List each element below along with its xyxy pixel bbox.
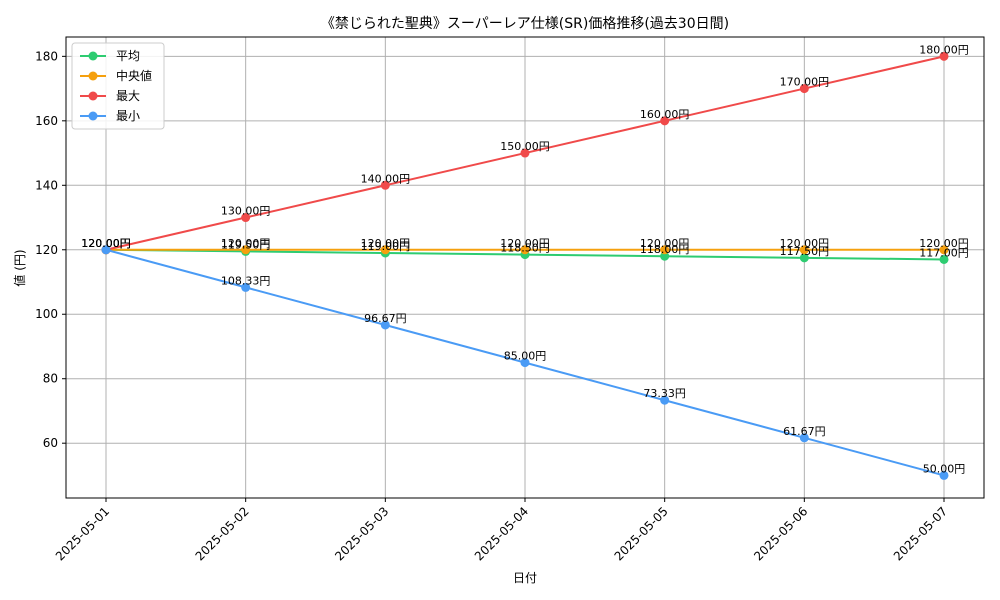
y-tick-label: 80 [43, 372, 58, 386]
data-point [939, 254, 949, 264]
data-label: 120.00円 [919, 237, 969, 250]
data-label: 120.00円 [640, 237, 690, 250]
data-point [520, 358, 530, 368]
data-label: 120.00円 [361, 237, 411, 250]
data-label: 119.50円 [221, 238, 271, 251]
y-tick-label: 100 [35, 307, 58, 321]
data-point [520, 148, 530, 158]
data-point [380, 245, 390, 255]
y-tick-label: 140 [35, 178, 58, 192]
legend-label: 平均 [116, 49, 140, 63]
data-point [101, 245, 111, 255]
data-label: 120.00円 [81, 237, 131, 250]
data-label: 118.50円 [500, 242, 550, 255]
data-label: 119.00円 [361, 240, 411, 253]
legend-label: 最大 [116, 89, 140, 103]
data-point [939, 470, 949, 480]
y-axis: 60 80 100 120 140 160 180 [35, 49, 66, 450]
data-label: 120.00円 [221, 237, 271, 250]
legend-swatch-marker [88, 91, 98, 101]
legend-label: 中央値 [116, 68, 152, 83]
data-label: 50.00円 [923, 462, 966, 475]
y-tick-label: 180 [35, 49, 58, 63]
data-point [241, 245, 251, 255]
data-point [520, 245, 530, 255]
data-label: 130.00円 [221, 205, 271, 218]
data-label: 160.00円 [640, 108, 690, 121]
data-label: 108.33円 [221, 274, 271, 287]
y-tick-label: 60 [43, 436, 58, 450]
data-label: 117.50円 [780, 245, 830, 258]
data-label: 120.00円 [780, 237, 830, 250]
data-label: 120.00円 [81, 237, 131, 250]
data-label: 180.00円 [919, 43, 969, 56]
y-tick-label: 160 [35, 114, 58, 128]
data-point [660, 251, 670, 261]
x-axis-title: 日付 [513, 571, 537, 585]
data-point [799, 433, 809, 443]
data-point [799, 253, 809, 263]
data-label: 170.00円 [780, 76, 830, 89]
data-label: 118.00円 [640, 243, 690, 256]
data-point [939, 51, 949, 61]
data-point [241, 282, 251, 292]
chart-title: 《禁じられた聖典》スーパーレア仕様(SR)価格推移(過去30日間) [321, 16, 729, 32]
data-point [660, 245, 670, 255]
data-point [380, 180, 390, 190]
data-label: 120.00円 [81, 237, 131, 250]
legend-swatch-marker [88, 71, 98, 81]
y-tick-label: 120 [35, 243, 58, 257]
data-label: 85.00円 [504, 350, 547, 363]
data-label: 61.67円 [783, 425, 826, 438]
data-point [799, 84, 809, 94]
data-label: 96.67円 [364, 312, 407, 325]
data-point [241, 213, 251, 223]
y-axis-title: 値 (円) [12, 249, 27, 286]
data-point [660, 395, 670, 405]
data-label: 120.00円 [500, 237, 550, 250]
data-point [380, 320, 390, 330]
legend-box [71, 42, 165, 130]
data-label: 120.00円 [81, 237, 131, 250]
legend-swatch-marker [88, 51, 98, 61]
data-point [939, 245, 949, 255]
data-point [660, 116, 670, 126]
data-label: 73.33円 [643, 387, 686, 400]
legend-label: 最小 [116, 109, 140, 123]
data-point [799, 245, 809, 255]
data-labels: 120.00円 119.50円 119.00円 118.50円 118.00円 117.5… [81, 43, 969, 475]
series-group [101, 51, 949, 480]
data-label: 140.00円 [361, 172, 411, 185]
data-label: 150.00円 [500, 140, 550, 153]
legend-swatch-marker [88, 111, 98, 121]
data-label: 117.00円 [919, 246, 969, 259]
